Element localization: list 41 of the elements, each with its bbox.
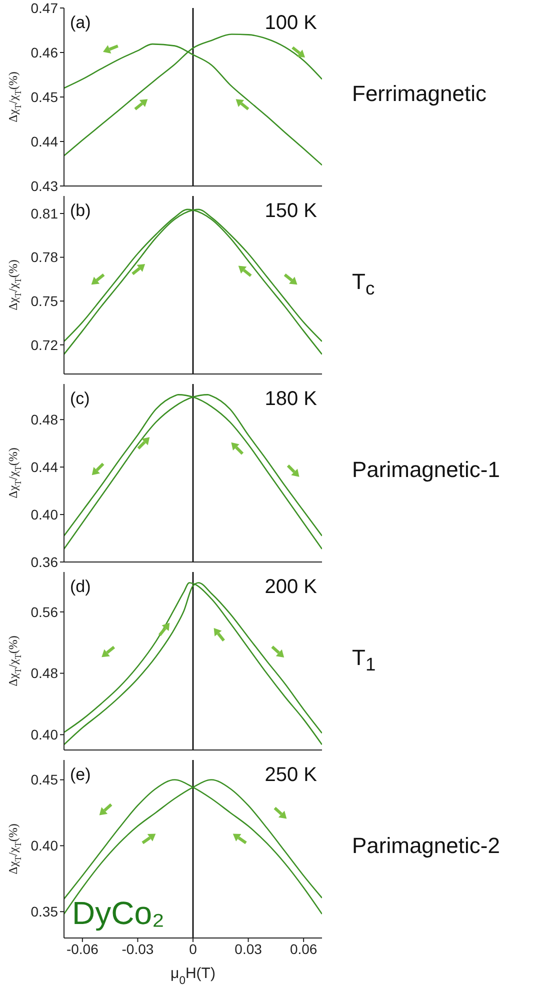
annotation: DyCo₂	[72, 895, 164, 931]
annotation: (b)	[70, 201, 91, 220]
y-tick-label: 0.40	[30, 838, 58, 854]
y-tick-label: 0.56	[30, 604, 58, 620]
y-tick-label: 0.81	[30, 205, 58, 222]
x-tick-label: -0.06	[66, 940, 99, 957]
annotation: 180 K	[264, 388, 318, 410]
y-tick-label: 0.35	[30, 904, 58, 920]
y-tick-label: 0.48	[30, 412, 58, 428]
x-tick-label: 0.03	[234, 940, 262, 957]
annotation: (c)	[70, 389, 90, 408]
y-tick-label: 0.36	[30, 554, 58, 570]
y-tick-label: 0.45	[30, 772, 58, 788]
text: T$_{c}$	[352, 269, 375, 300]
text: Parimagnetic-1	[352, 457, 500, 483]
y-tick-label: 0.48	[30, 665, 58, 682]
y-tick-label: 0.75	[30, 293, 58, 310]
annotation: (e)	[70, 765, 91, 784]
text: Parimagnetic-2	[352, 833, 500, 859]
text: T$_{1}$	[352, 645, 376, 676]
annotation: 200 K	[264, 576, 318, 598]
annotation: 250 K	[264, 764, 318, 786]
annotation: (a)	[70, 13, 91, 32]
y-tick-label: 0.40	[30, 726, 58, 743]
y-tick-label: 0.47	[30, 0, 58, 16]
x-tick-label: 0	[189, 940, 198, 957]
x-tick-label: -0.03	[122, 940, 154, 957]
y-tick-label: 0.72	[30, 336, 58, 353]
x-axis-title: μ$_{0}$H(T)	[170, 965, 216, 986]
y-tick-label: 0.46	[30, 44, 58, 60]
y-tick-label: 0.40	[30, 506, 58, 523]
y-tick-label: 0.44	[30, 133, 58, 150]
text: Ferrimagnetic	[352, 81, 486, 107]
x-tick-label: 0.06	[290, 940, 318, 957]
y-tick-label: 0.78	[30, 249, 58, 266]
y-tick-label: 0.45	[30, 88, 58, 105]
annotation: 100 K	[264, 12, 318, 34]
y-tick-label: 0.44	[30, 459, 58, 476]
annotation: 150 K	[264, 200, 318, 222]
annotation: (d)	[70, 577, 91, 596]
y-tick-label: 0.43	[30, 178, 58, 194]
